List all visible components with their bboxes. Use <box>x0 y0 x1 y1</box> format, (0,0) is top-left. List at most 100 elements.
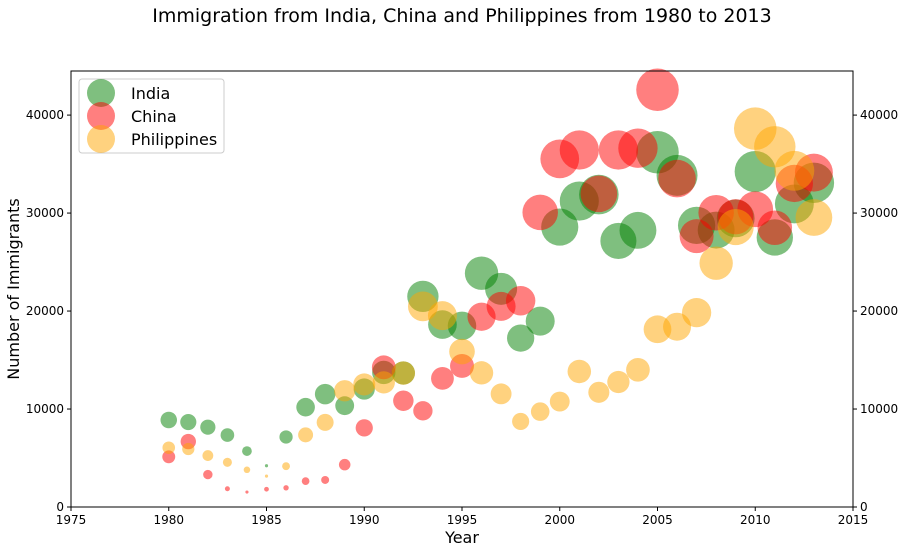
x-tick-label: 1985 <box>251 513 282 527</box>
bubble-philippines-1988 <box>316 413 334 431</box>
bubble-philippines-1992 <box>391 361 416 385</box>
bubble-china-1980 <box>162 450 176 464</box>
bubble-philippines-1995 <box>449 338 475 365</box>
x-axis-title: Year <box>444 528 479 547</box>
bubble-philippines-2013 <box>795 199 833 236</box>
y-tick-label-right: 10000 <box>860 402 898 416</box>
y-tick-label-left: 20000 <box>26 304 64 318</box>
bubble-india-1987 <box>296 397 315 417</box>
bubble-china-1990 <box>355 419 373 437</box>
x-tick-label: 2000 <box>544 513 575 527</box>
x-tick-label: 2015 <box>838 513 869 527</box>
bubble-india-1989 <box>335 396 355 416</box>
bubble-philippines-1982 <box>202 450 214 461</box>
bubble-philippines-2000 <box>549 391 570 412</box>
bubble-china-1982 <box>203 469 213 480</box>
bubble-philippines-1981 <box>182 442 195 456</box>
legend-marker-india <box>87 79 115 107</box>
bubble-philippines-1996 <box>469 361 494 385</box>
legend-label-china: China <box>131 107 177 126</box>
legend: India China Philippines <box>78 78 225 154</box>
bubble-india-1998 <box>507 324 535 352</box>
bubble-india-2004 <box>619 211 657 249</box>
y-axis-left: 0 10000 20000 30000 40000 <box>26 108 71 514</box>
bubble-philippines-1984 <box>243 466 251 474</box>
bubble-china-2001 <box>559 130 599 170</box>
legend-frame <box>78 78 225 154</box>
legend-marker-china <box>87 102 115 130</box>
y-tick-label-left: 10000 <box>26 402 64 416</box>
bubble-china-1989 <box>338 458 351 471</box>
y-axis-title: Number of Immigrants <box>4 198 23 380</box>
chart-title: Immigration from India, China and Philip… <box>152 5 771 27</box>
bubble-china-1986 <box>283 485 289 491</box>
bubble-philippines-2009 <box>717 209 754 246</box>
x-tick-label: 1980 <box>153 513 184 527</box>
x-tick-label: 2005 <box>642 513 673 527</box>
y-tick-label-right: 30000 <box>860 206 898 220</box>
y-tick-label-left: 30000 <box>26 206 64 220</box>
bubble-philippines-2002 <box>588 381 610 403</box>
legend-marker-philippines <box>87 125 115 153</box>
bubble-philippines-1998 <box>512 412 530 430</box>
y-tick-label-right: 0 <box>860 500 868 514</box>
bubble-philippines-1994 <box>427 301 457 331</box>
bubble-china-1993 <box>413 401 433 421</box>
bubble-philippines-1989 <box>334 380 356 402</box>
bubble-india-1986 <box>279 430 293 444</box>
bubble-india-1985 <box>264 464 269 468</box>
x-tick-label: 1975 <box>56 513 87 527</box>
bubble-philippines-1987 <box>298 427 314 443</box>
y-tick-label-right: 20000 <box>860 304 898 318</box>
y-tick-label-right: 40000 <box>860 108 898 122</box>
bubble-philippines-2004 <box>626 357 650 382</box>
bubble-india-1984 <box>242 446 252 456</box>
y-tick-label-left: 40000 <box>26 108 64 122</box>
x-axis: 1975 1980 1985 1990 1995 2000 2005 2010 2015 <box>56 507 869 527</box>
y-axis-right: 0 10000 20000 30000 40000 <box>853 108 898 514</box>
bubble-china-1999 <box>522 194 558 231</box>
bubble-philippines-2003 <box>607 370 630 394</box>
bubble-philippines-1990 <box>353 373 376 396</box>
bubble-china-2002 <box>580 175 618 213</box>
bubble-philippines-1983 <box>222 457 232 467</box>
bubble-china-1985 <box>264 486 269 492</box>
bubble-india-1982 <box>200 419 216 435</box>
bubble-india-1988 <box>314 383 336 405</box>
x-tick-label: 1995 <box>447 513 478 527</box>
bubble-china-1994 <box>431 366 454 390</box>
bubble-philippines-2007 <box>681 298 712 328</box>
bubble-china-1983 <box>224 486 230 492</box>
bubble-china-1987 <box>301 477 310 485</box>
bubble-china-2006 <box>658 159 696 198</box>
bubble-china-1992 <box>393 390 414 411</box>
y-tick-label-left: 0 <box>56 500 64 514</box>
bubble-india-1981 <box>180 413 197 431</box>
bubble-china-1988 <box>321 475 330 484</box>
bubble-philippines-2008 <box>699 246 733 280</box>
bubble-philippines-1986 <box>282 462 290 471</box>
bubble-china-1984 <box>245 490 249 494</box>
bubble-philippines-2001 <box>567 359 592 384</box>
bubble-philippines-1985 <box>264 474 269 478</box>
bubble-china-2005 <box>636 68 679 112</box>
bubble-china-2007 <box>679 219 714 254</box>
bubble-philippines-1991 <box>372 371 395 394</box>
bubble-india-1980 <box>160 411 178 429</box>
bubble-philippines-1997 <box>490 383 512 405</box>
bubble-china-2004 <box>618 128 658 168</box>
bubble-philippines-2012 <box>774 150 815 191</box>
legend-label-india: India <box>131 84 170 103</box>
bubble-philippines-1999 <box>530 402 550 421</box>
bubble-china-2011 <box>757 210 793 246</box>
x-tick-label: 2010 <box>740 513 771 527</box>
bubble-india-1983 <box>220 428 235 442</box>
bubble-china-1998 <box>505 286 536 316</box>
bubble-philippines-1980 <box>162 441 176 454</box>
legend-label-philippines: Philippines <box>131 130 217 149</box>
bubble-india-1999 <box>525 306 555 336</box>
x-tick-label: 1990 <box>349 513 380 527</box>
bubbles-layer <box>160 68 835 494</box>
